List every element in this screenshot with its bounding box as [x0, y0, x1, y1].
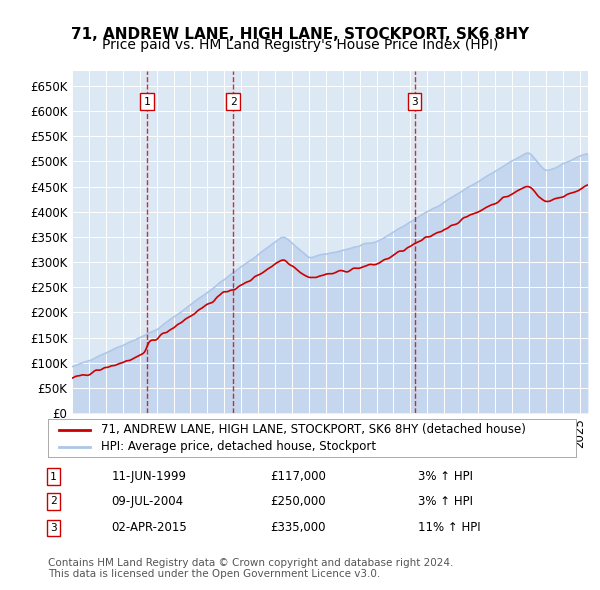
Text: 71, ANDREW LANE, HIGH LANE, STOCKPORT, SK6 8HY: 71, ANDREW LANE, HIGH LANE, STOCKPORT, S… [71, 27, 529, 41]
Text: HPI: Average price, detached house, Stockport: HPI: Average price, detached house, Stoc… [101, 440, 376, 453]
Text: 3% ↑ HPI: 3% ↑ HPI [418, 495, 473, 508]
Text: 09-JUL-2004: 09-JUL-2004 [112, 495, 184, 508]
Text: 3% ↑ HPI: 3% ↑ HPI [418, 470, 473, 483]
Text: 02-APR-2015: 02-APR-2015 [112, 522, 187, 535]
Text: 71, ANDREW LANE, HIGH LANE, STOCKPORT, SK6 8HY (detached house): 71, ANDREW LANE, HIGH LANE, STOCKPORT, S… [101, 423, 526, 436]
Text: 3: 3 [50, 523, 56, 533]
Text: 1: 1 [144, 97, 151, 107]
Text: 2: 2 [230, 97, 236, 107]
Text: Price paid vs. HM Land Registry's House Price Index (HPI): Price paid vs. HM Land Registry's House … [102, 38, 498, 53]
Text: £250,000: £250,000 [270, 495, 325, 508]
Text: 11% ↑ HPI: 11% ↑ HPI [418, 522, 480, 535]
Text: Contains HM Land Registry data © Crown copyright and database right 2024.
This d: Contains HM Land Registry data © Crown c… [48, 558, 454, 579]
Text: 2: 2 [50, 497, 56, 506]
Text: £335,000: £335,000 [270, 522, 325, 535]
Text: 1: 1 [50, 472, 56, 481]
Text: 3: 3 [411, 97, 418, 107]
Text: £117,000: £117,000 [270, 470, 326, 483]
Text: 11-JUN-1999: 11-JUN-1999 [112, 470, 187, 483]
